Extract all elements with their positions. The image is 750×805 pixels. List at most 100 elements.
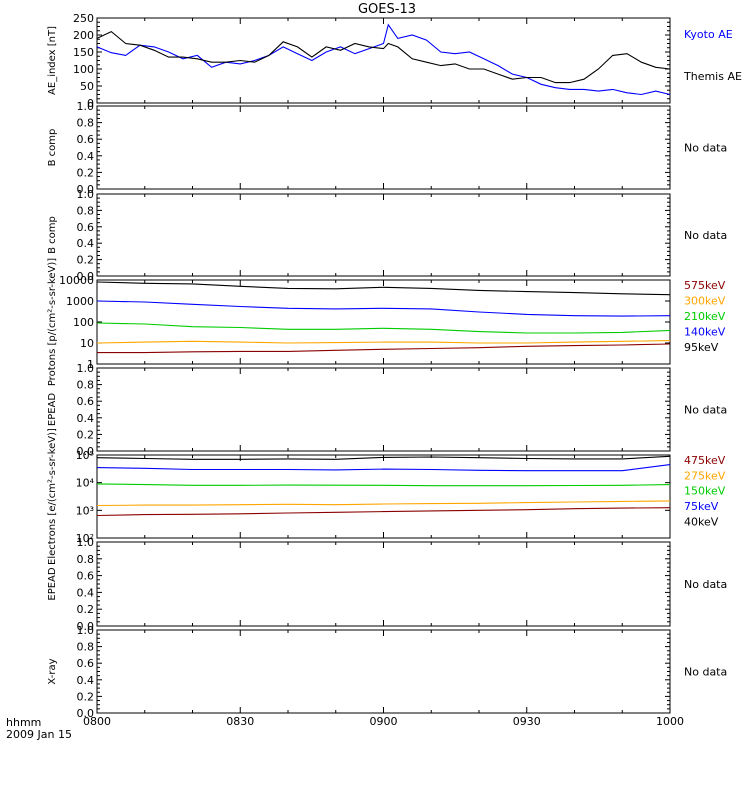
legend-entry: 300keV	[684, 295, 726, 308]
y-tick-label: 10⁴	[76, 477, 95, 490]
y-tick-label: 0.4	[77, 412, 95, 425]
y-tick-label: 0.0	[77, 707, 95, 720]
panel-epead2: 0.0 0.2 0.4 0.6 0.8 1.0 EPEAD No data	[47, 536, 727, 633]
panel-frame	[96, 105, 671, 190]
y-tick-label: 1.0	[77, 362, 95, 375]
y-tick-label: 100	[73, 63, 94, 76]
x-tick-label: 0830	[226, 715, 254, 728]
no-data-label: No data	[684, 142, 727, 155]
y-tick-label: 0	[87, 97, 94, 110]
no-data-label: No data	[684, 229, 727, 242]
x-tick-label: 0800	[83, 715, 111, 728]
panel-xray: 0.0 0.2 0.4 0.6 0.8 1.0 X-ray No data	[47, 624, 727, 720]
panel-frame	[96, 17, 671, 104]
y-tick-label: 0.4	[77, 586, 95, 599]
series-line-kyoto-ae	[96, 23, 671, 96]
chart-title: GOES-13	[358, 2, 416, 17]
panel-frame	[96, 629, 671, 714]
panel-frame	[96, 367, 671, 452]
y-tick-label: 10⁵	[76, 449, 94, 462]
y-tick-label: 200	[73, 29, 94, 42]
y-tick-label: 10	[80, 337, 94, 350]
y-tick-label: 1.0	[77, 624, 95, 637]
y-tick-label: 150	[73, 46, 94, 59]
y-tick-label: 100	[73, 316, 94, 329]
panel-electrons: 10² 10³ 10⁴ 10⁵ Electrons [e/(cm²-s-sr-keV)]…	[47, 428, 726, 565]
y-tick-label: 0.4	[77, 150, 95, 163]
y-tick-label: 0.6	[77, 570, 95, 583]
series-line-140kev	[96, 300, 671, 317]
y-axis-label: Electrons [e/(cm²-s-sr-keV)]	[47, 428, 58, 565]
y-tick-label: 0.6	[77, 221, 95, 234]
legend-entry: 140keV	[684, 326, 726, 339]
series-line-300kev	[96, 340, 671, 344]
legend-entry: 275keV	[684, 469, 726, 482]
legend-entry: Kyoto AE	[684, 28, 733, 41]
series-line-95kev	[96, 281, 671, 296]
y-tick-label: 0.2	[77, 254, 95, 267]
x-tick-label: 1000	[656, 715, 684, 728]
y-tick-label: 0.6	[77, 133, 95, 146]
legend-entry: 40keV	[684, 515, 719, 528]
y-tick-label: 0.2	[77, 428, 95, 441]
y-tick-label: 0.8	[77, 553, 95, 566]
legend-entry: 575keV	[684, 279, 726, 292]
legend-entry: 75keV	[684, 500, 719, 513]
y-axis-label: AE_index [nT]	[47, 26, 58, 95]
y-tick-label: 1.0	[77, 188, 95, 201]
y-tick-label: 0.2	[77, 690, 95, 703]
series-line-themis-ae	[96, 30, 671, 84]
legend-entry: 475keV	[684, 454, 726, 467]
legend-entry: 150keV	[684, 485, 726, 498]
y-tick-label: 0.4	[77, 237, 95, 250]
y-tick-label: 0.0	[77, 183, 95, 196]
y-tick-label: 10000	[59, 274, 94, 287]
series-line-150kev	[96, 483, 671, 487]
series-line-275kev	[96, 500, 671, 507]
y-tick-label: 0.2	[77, 603, 95, 616]
y-tick-label: 0.0	[77, 620, 95, 633]
no-data-label: No data	[684, 404, 727, 417]
y-tick-label: 10²	[76, 532, 94, 545]
footer-date: 2009 Jan 15	[6, 728, 72, 741]
y-tick-label: 0.0	[77, 445, 95, 458]
y-axis-label: B comp	[47, 129, 58, 167]
no-data-label: No data	[684, 666, 727, 679]
footer-hhmm: hhmm	[6, 716, 41, 729]
y-tick-label: 1.0	[77, 100, 95, 113]
legend-entry: Themis AE	[683, 70, 742, 83]
legend-entry: 95keV	[684, 341, 719, 354]
panel-bcomp2: 0.0 0.2 0.4 0.6 0.8 1.0 B comp No data	[47, 188, 727, 283]
panel-frame	[96, 541, 671, 627]
y-tick-label: 0.8	[77, 204, 95, 217]
y-axis-label: Protons [p/(cm²-s-sr-keV)]	[47, 258, 58, 386]
series-line-40kev	[96, 455, 671, 460]
panel-epead1: 0.0 0.2 0.4 0.6 0.8 1.0 EPEAD No data	[47, 362, 727, 458]
y-tick-label: 1.0	[77, 536, 95, 549]
legend-entry: 210keV	[684, 310, 726, 323]
y-tick-label: 250	[73, 12, 94, 25]
y-tick-label: 0.8	[77, 641, 95, 654]
x-tick-label: 0930	[513, 715, 541, 728]
y-axis-label: EPEAD	[47, 567, 58, 601]
series-line-210kev	[96, 322, 671, 334]
y-tick-label: 0.4	[77, 674, 95, 687]
panel-bcomp1: 0.0 0.2 0.4 0.6 0.8 1.0 B comp No data	[47, 100, 727, 196]
y-tick-label: 0.0	[77, 270, 95, 283]
y-tick-label: 1	[87, 358, 94, 371]
x-tick-label: 0900	[370, 715, 398, 728]
panel-ae: 0 50 100 150 200 250 AE_index [nT] Kyoto AE Them…	[47, 12, 742, 110]
series-line-75kev	[96, 464, 671, 472]
panel-frame	[96, 454, 671, 539]
y-tick-label: 0.8	[77, 117, 95, 130]
y-axis-label: B comp	[47, 216, 58, 254]
y-axis-label: EPEAD	[47, 393, 58, 427]
no-data-label: No data	[684, 578, 727, 591]
y-axis-label: X-ray	[47, 658, 58, 684]
y-tick-label: 0.8	[77, 379, 95, 392]
y-tick-label: 10³	[76, 504, 94, 517]
y-tick-label: 0.6	[77, 395, 95, 408]
